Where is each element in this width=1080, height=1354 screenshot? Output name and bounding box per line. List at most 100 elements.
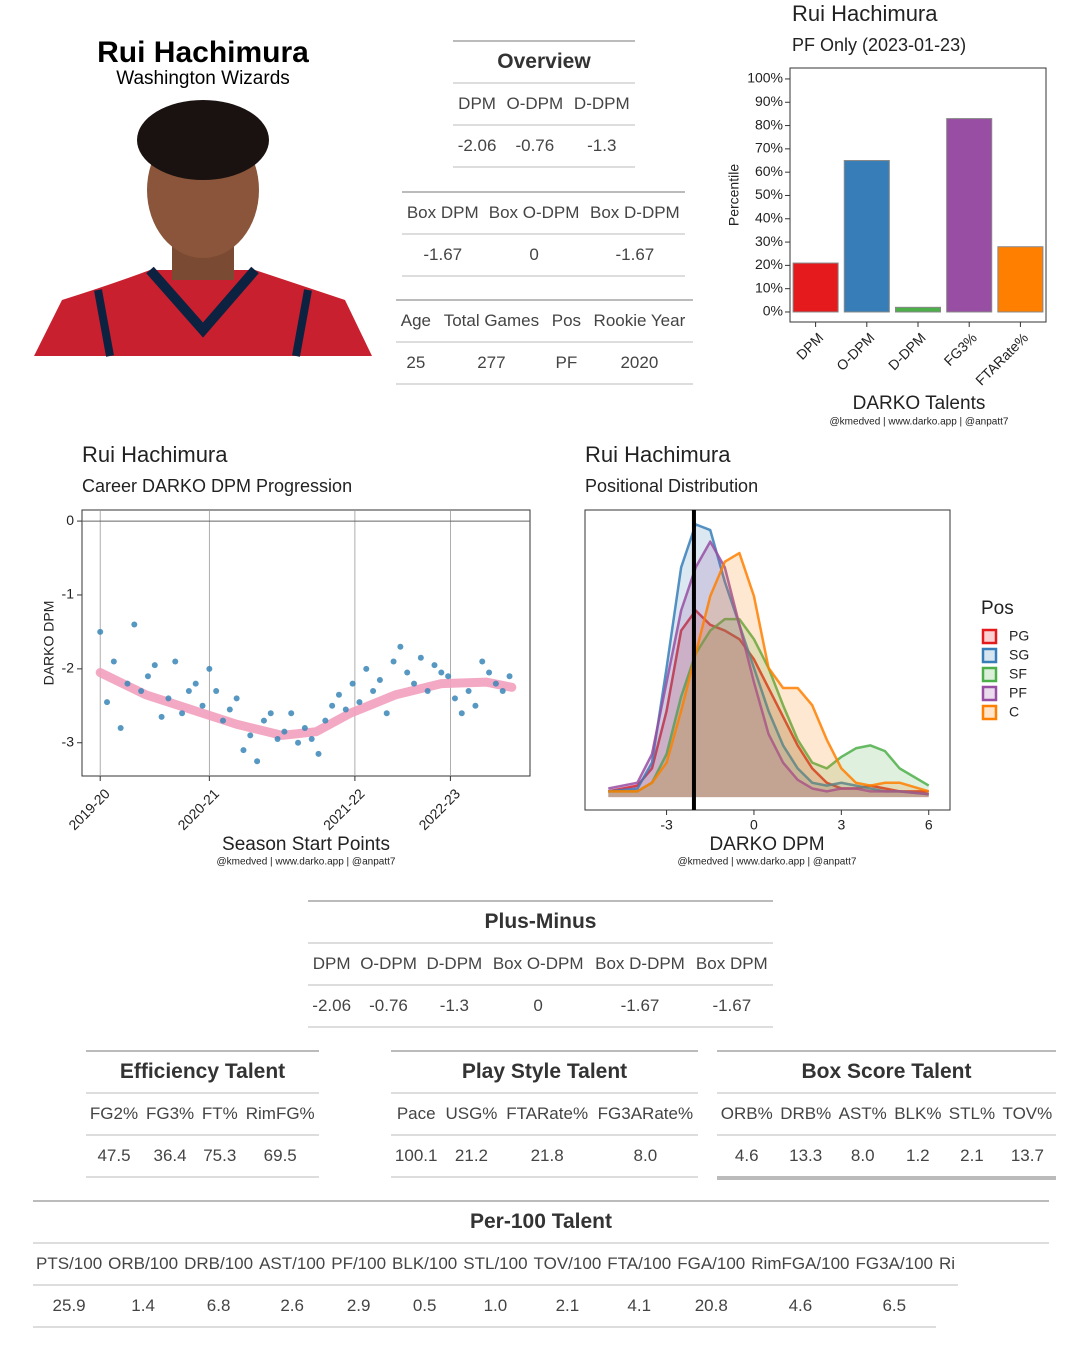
point [499, 688, 506, 695]
table-title: Plus-Minus [308, 902, 773, 944]
table-body: Box DPM Box O-DPM Box D-DPM -1.67 0 -1.67 [402, 193, 685, 277]
value-cell: 0.5 [389, 1285, 461, 1328]
value-row: 4.6 13.3 8.0 1.2 2.1 13.7 [717, 1135, 1056, 1180]
point [431, 662, 438, 669]
chart-title: Rui Hachimura [585, 442, 731, 467]
y-tick-label: 20% [755, 256, 783, 272]
value-cell: 277 [435, 342, 548, 385]
y-tick-label: 70% [755, 140, 783, 156]
x-axis-label: DARKO DPM [709, 834, 824, 855]
x-tick-label: D-DPM [885, 329, 929, 373]
header-cell: FG3% [142, 1094, 199, 1136]
header-cell: O-DPM [355, 944, 422, 986]
y-tick-label: 40% [755, 209, 783, 225]
value-cell: 13.3 [776, 1135, 835, 1180]
header-row: DPM O-DPM D-DPM Box O-DPM Box D-DPM Box DPM [308, 944, 773, 986]
value-cell: 1.2 [890, 1135, 946, 1180]
header-cell: Box DPM [690, 944, 773, 986]
value-row: 25 277 PF 2020 [396, 342, 693, 385]
point [165, 695, 172, 702]
header-cell: FTA/100 [604, 1244, 675, 1286]
point [192, 680, 199, 687]
value-cell: 2.9 [328, 1285, 390, 1328]
point [301, 724, 308, 731]
header-cell: FGA/100 [674, 1244, 749, 1286]
table: Plus-Minus DPM O-DPM D-DPM Box O-DPM Box D-DP… [308, 900, 773, 1028]
legend-title: Pos [981, 598, 1014, 619]
point [315, 750, 322, 757]
legend-label: PF [1009, 685, 1027, 701]
header-cell: ORB/100 [105, 1244, 182, 1286]
legend-swatch [981, 685, 998, 702]
value-cell: -1.3 [421, 985, 487, 1028]
value-cell: -1.67 [402, 234, 484, 277]
header-cell: AST% [834, 1094, 891, 1136]
value-cell: 4.6 [717, 1135, 777, 1180]
x-tick-label: 0 [750, 817, 758, 833]
point [97, 628, 104, 635]
value-cell: 6.8 [181, 1285, 257, 1328]
header-cell: RimFGA/100 [748, 1244, 853, 1286]
y-tick-label: 10% [755, 279, 783, 295]
header-cell: Age [396, 301, 436, 343]
y-axis-label: Percentile [726, 164, 742, 226]
value-cell: 21.8 [501, 1135, 593, 1178]
point [445, 673, 452, 680]
density-line [608, 523, 929, 796]
table-body: Pace USG% FTARate% FG3ARate% 100.1 21.2 21.8 8.… [391, 1094, 698, 1178]
header-cell: RimFG% [241, 1094, 319, 1136]
y-tick-label: -3 [62, 733, 75, 749]
table: Box Score Talent ORB% DRB% AST% BLK% STL% TOV%… [717, 1050, 1056, 1180]
point [492, 680, 499, 687]
bar [997, 246, 1044, 313]
density-area [608, 553, 929, 798]
header-cell: DPM [308, 944, 356, 986]
value-cell: -0.76 [501, 125, 569, 168]
point [329, 702, 336, 709]
bar [946, 118, 993, 313]
header-cell: D-DPM [568, 84, 635, 126]
value-cell: 75.3 [198, 1135, 242, 1178]
legend-label: SG [1009, 647, 1029, 663]
value-cell: 2.1 [945, 1135, 999, 1180]
player-photo [34, 100, 372, 357]
point [124, 680, 131, 687]
point [199, 702, 206, 709]
value-row: -1.67 0 -1.67 [402, 234, 685, 277]
header-cell: Total Games [435, 301, 548, 343]
legend-swatch [981, 666, 998, 683]
header-cell: TOV% [998, 1094, 1056, 1136]
header-cell: TOV/100 [530, 1244, 605, 1286]
value-cell: 1.4 [105, 1285, 182, 1328]
density-area [608, 610, 929, 798]
table: Box DPM Box O-DPM Box D-DPM -1.67 0 -1.67 [402, 191, 685, 277]
point [479, 658, 486, 665]
value-cell: 2.6 [256, 1285, 329, 1328]
player-name: Rui Hachimura [97, 36, 309, 69]
caption: @kmedved | www.darko.app | @anpatt7 [830, 417, 1009, 428]
header-cell: USG% [441, 1094, 502, 1136]
point [254, 758, 261, 765]
point [472, 702, 479, 709]
y-tick-label: 0% [763, 303, 783, 319]
point [349, 680, 356, 687]
bar [843, 160, 890, 313]
header-row: ORB% DRB% AST% BLK% STL% TOV% [717, 1094, 1056, 1136]
header-cell: DRB/100 [181, 1244, 257, 1286]
point [104, 699, 111, 706]
y-tick-label: -1 [62, 586, 75, 602]
point [424, 688, 431, 695]
x-tick-label: O-DPM [833, 329, 877, 373]
header-cell: FTARate% [501, 1094, 593, 1136]
point [417, 654, 424, 661]
header-cell: Pos [547, 301, 586, 343]
value-cell: 25 [396, 342, 436, 385]
point [151, 662, 158, 669]
value-cell: 36.4 [142, 1135, 199, 1178]
value-cell: PF [547, 342, 586, 385]
point [158, 713, 165, 720]
header-cell: PF/100 [328, 1244, 390, 1286]
header-cell: DRB% [776, 1094, 835, 1136]
table-title: Overview [453, 42, 635, 84]
point [213, 688, 220, 695]
